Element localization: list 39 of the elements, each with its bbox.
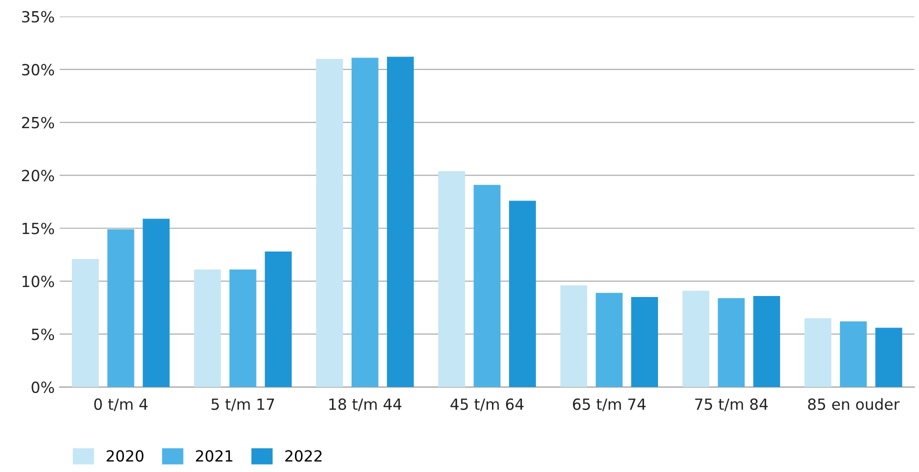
bar	[264, 252, 292, 388]
bar	[840, 321, 867, 388]
bar	[718, 298, 745, 388]
bar	[386, 56, 414, 388]
bar	[804, 318, 832, 388]
y-tick-label: 5%	[32, 328, 54, 340]
bar	[438, 171, 466, 388]
x-tick-label: 18 t/m 44	[329, 398, 402, 412]
x-tick-label: 85 en ouder	[808, 398, 900, 410]
y-tick-label: 30%	[22, 64, 54, 76]
legend-label: 2020	[106, 450, 144, 462]
bar	[682, 290, 710, 388]
bar	[596, 292, 623, 388]
y-tick-label: 0%	[32, 382, 54, 394]
bar	[316, 58, 343, 388]
legend-label: 2021	[196, 450, 232, 462]
x-tick-label: 45 t/m 64	[450, 398, 524, 412]
bar	[753, 296, 780, 388]
x-tick-label: 0 t/m 4	[94, 398, 148, 412]
bar	[194, 270, 221, 388]
y-tick-label: 25%	[22, 116, 54, 128]
bar	[107, 229, 134, 388]
y-tick-label: 15%	[22, 222, 54, 234]
y-tick-label: 10%	[22, 276, 54, 288]
x-tick-label: 75 t/m 84	[695, 398, 768, 412]
bar	[352, 58, 378, 388]
bar	[229, 270, 256, 388]
bar	[142, 218, 170, 388]
x-tick-label: 65 t/m 74	[572, 398, 646, 412]
legend-label: 2022	[285, 450, 322, 462]
bar	[631, 297, 658, 388]
y-tick-label: 20%	[22, 170, 54, 182]
bar	[560, 285, 588, 388]
bar	[72, 258, 99, 388]
x-tick-label: 5 t/m 17	[212, 398, 274, 412]
y-tick-label: 35%	[22, 10, 54, 23]
bar	[474, 184, 500, 388]
bar	[509, 200, 536, 388]
bar	[875, 328, 902, 388]
